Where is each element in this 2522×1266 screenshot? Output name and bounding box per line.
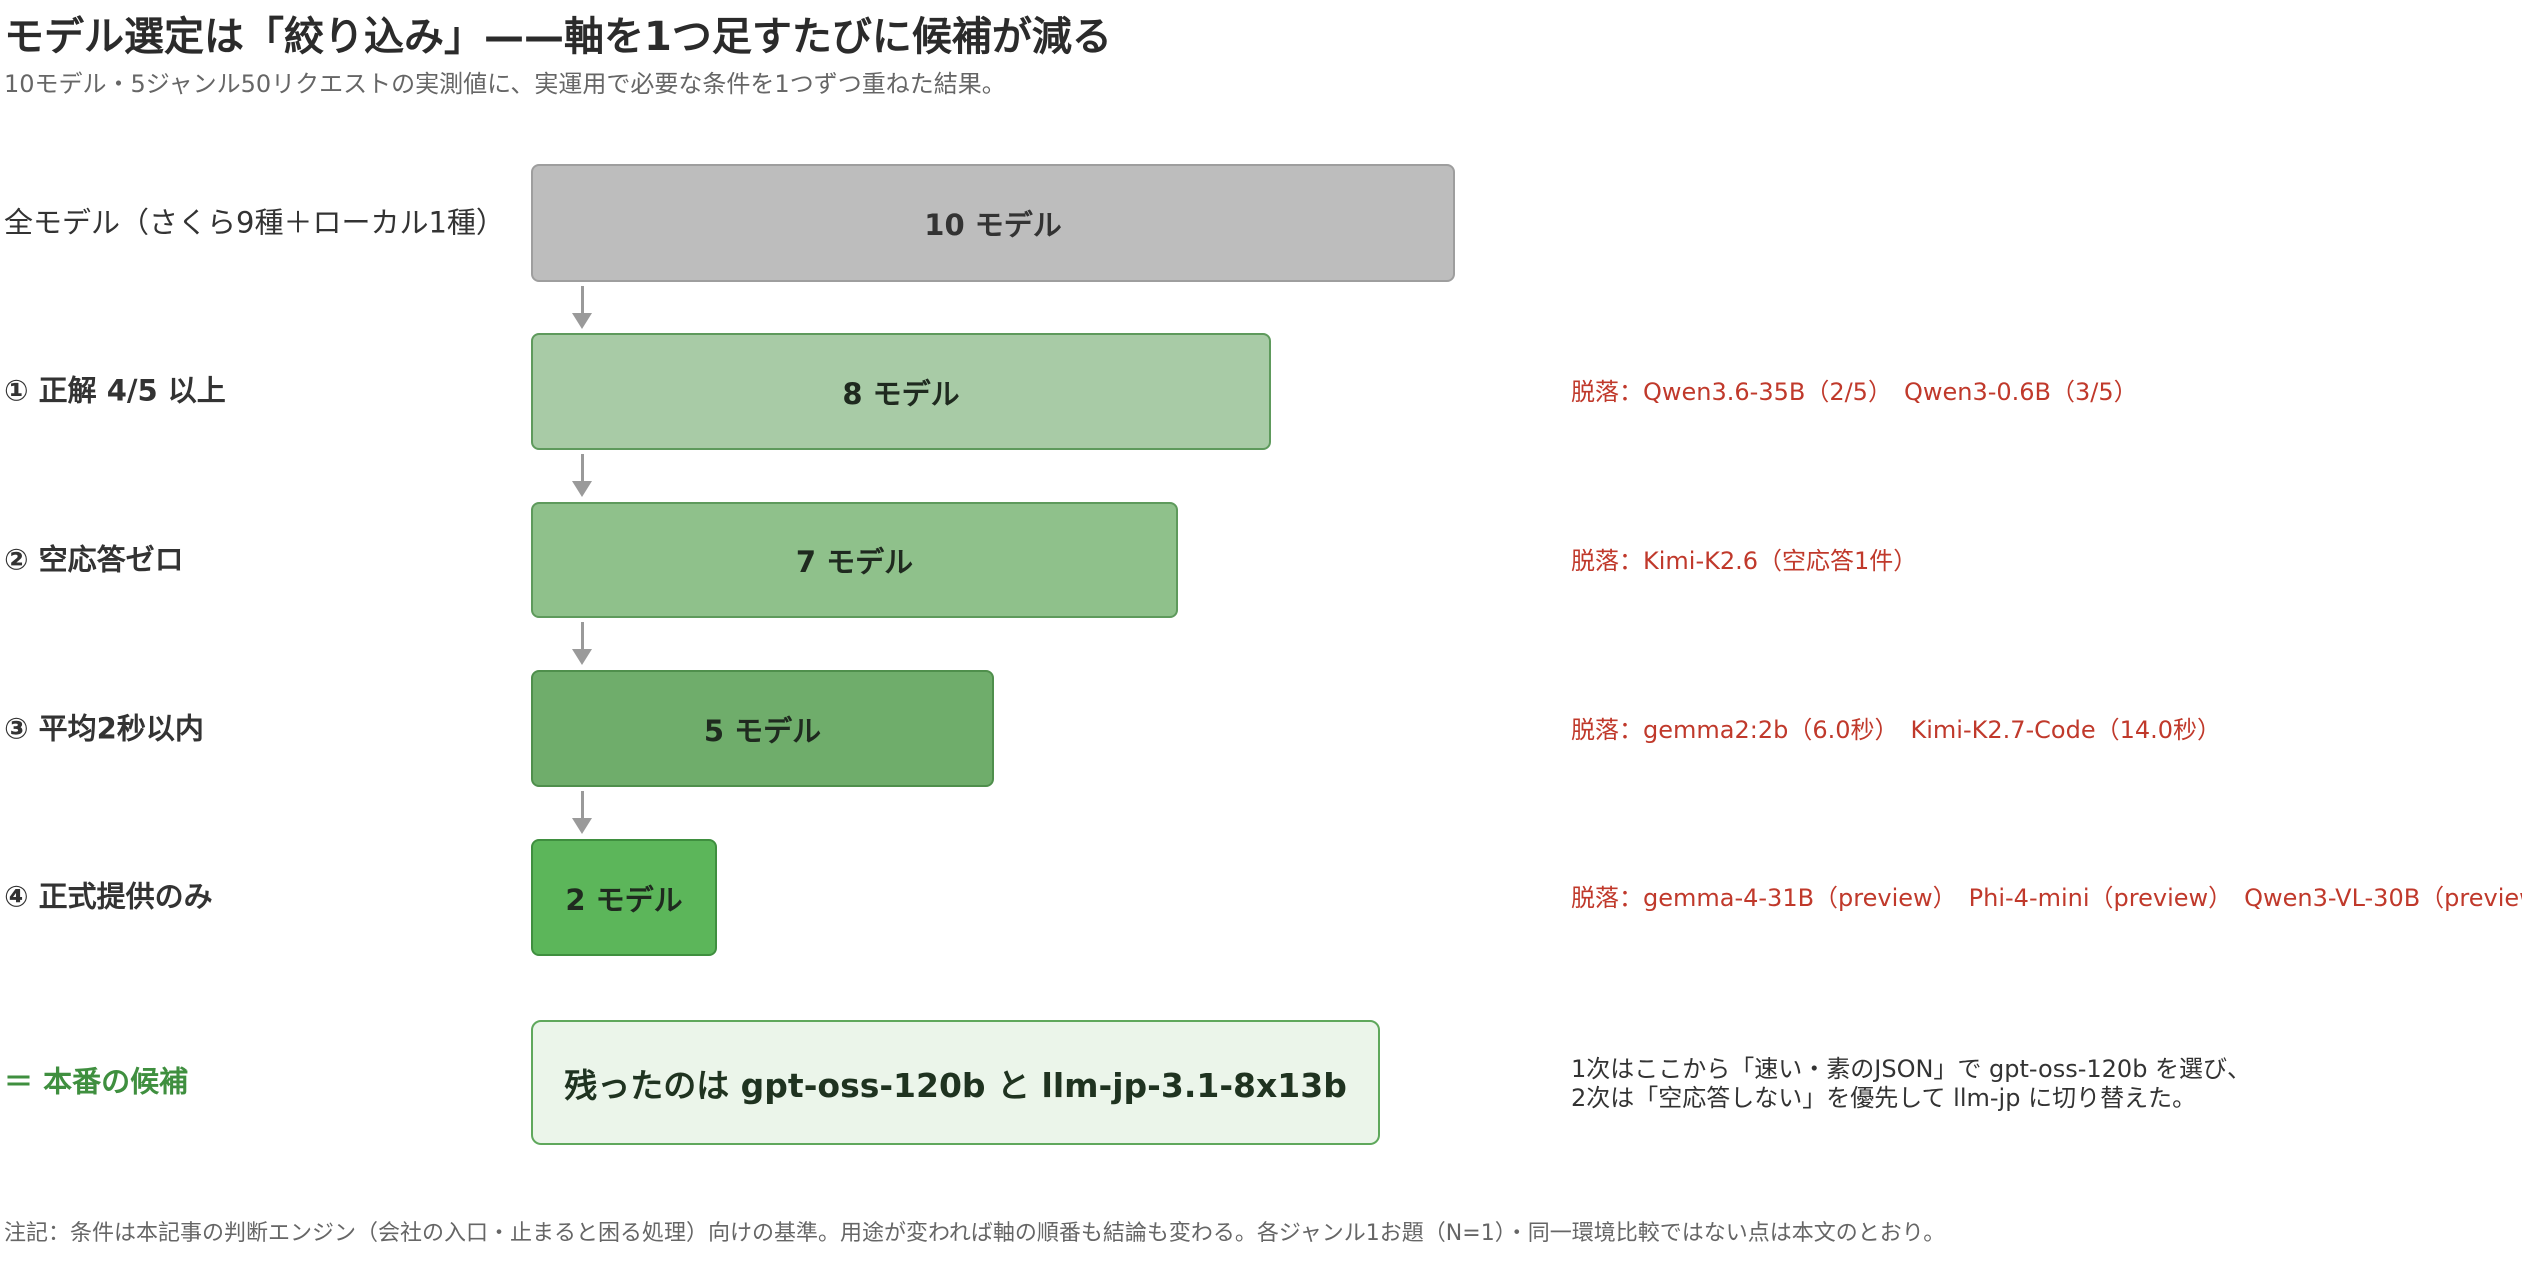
down-arrow-icon bbox=[572, 286, 592, 330]
down-arrow-icon bbox=[572, 454, 592, 498]
selection-note-line-1: 1次はここから「速い・素のJSON」で gpt-oss-120b を選び、 bbox=[1571, 1055, 2252, 1083]
funnel-bar-official-only: 2 モデル bbox=[531, 839, 717, 956]
page-title: モデル選定は「絞り込み」——軸を1つ足すたびに候補が減る bbox=[4, 14, 1112, 60]
funnel-bar-accuracy: 8 モデル bbox=[531, 333, 1271, 450]
selection-note: 1次はここから「速い・素のJSON」で gpt-oss-120b を選び、 2次… bbox=[1571, 1055, 2251, 1113]
bar-count-label: 8 モデル bbox=[842, 376, 960, 411]
bar-count-label: 7 モデル bbox=[795, 545, 914, 579]
bar-count-label: 2 モデル bbox=[565, 882, 683, 917]
page-subtitle: 10モデル・5ジャンル50リクエストの実測値に、実運用で必要な条件を1つずつ重ね… bbox=[4, 70, 1006, 98]
funnel-bar-no-empty-response: 7 モデル bbox=[531, 502, 1178, 618]
funnel-bar-all-models: 10 モデル bbox=[531, 164, 1455, 282]
final-candidates-text: 残ったのは gpt-oss-120b と llm-jp-3.1-8x13b bbox=[564, 1065, 1347, 1105]
final-candidates-box: 残ったのは gpt-oss-120b と llm-jp-3.1-8x13b bbox=[531, 1020, 1380, 1145]
dropped-models-step-3: 脱落：gemma2:2b（6.0秒） Kimi-K2.7-Code（14.0秒） bbox=[1571, 716, 2222, 744]
footnote: 注記：条件は本記事の判断エンジン（会社の入口・止まると困る処理）向けの基準。用途… bbox=[4, 1221, 1946, 1246]
step-label-official-only: ④ 正式提供のみ bbox=[4, 879, 213, 914]
funnel-bar-latency: 5 モデル bbox=[531, 670, 994, 787]
dropped-models-step-2: 脱落：Kimi-K2.6（空応答1件） bbox=[1571, 547, 1918, 575]
step-label-no-empty-response: ② 空応答ゼロ bbox=[4, 542, 184, 577]
selection-note-line-2: 2次は「空応答しない」を優先して llm-jp に切り替えた。 bbox=[1571, 1083, 2197, 1112]
down-arrow-icon bbox=[572, 622, 592, 666]
dropped-models-step-1: 脱落：Qwen3.6-35B（2/5） Qwen3-0.6B（3/5） bbox=[1571, 378, 2138, 406]
step-label-latency: ③ 平均2秒以内 bbox=[4, 711, 204, 746]
bar-count-label: 5 モデル bbox=[703, 713, 822, 748]
bar-count-label: 10 モデル bbox=[924, 208, 1062, 242]
final-candidates-label: ＝ 本番の候補 bbox=[4, 1064, 189, 1099]
step-label-accuracy: ① 正解 4/5 以上 bbox=[4, 373, 226, 408]
down-arrow-icon bbox=[572, 791, 592, 835]
dropped-models-step-4: 脱落：gemma-4-31B（preview） Phi-4-mini（previ… bbox=[1571, 884, 2522, 912]
step-label-all: 全モデル（さくら9種＋ローカル1種） bbox=[4, 205, 505, 240]
